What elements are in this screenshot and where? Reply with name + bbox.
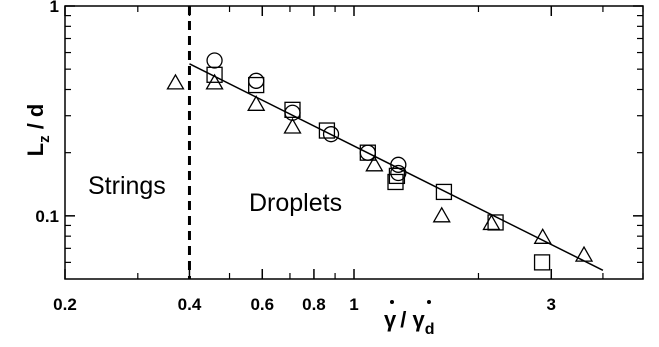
square-marker	[435, 183, 453, 201]
x-tick-label: 3	[547, 295, 556, 314]
x-tick-label: 0.8	[302, 295, 326, 314]
x-axis-label-dots	[390, 300, 431, 304]
data-markers	[166, 52, 594, 271]
dot-gamma-den	[427, 300, 431, 304]
square-marker	[387, 173, 404, 191]
triangle-marker	[574, 245, 594, 262]
y-tick-labels: 0.11	[35, 0, 59, 226]
y-tick-label: 0.1	[35, 207, 59, 226]
square-marker	[206, 66, 223, 83]
region-label-droplets: Droplets	[249, 189, 342, 217]
triangle-marker	[205, 73, 224, 90]
plot-frame	[64, 5, 644, 280]
triangle-marker	[432, 206, 451, 223]
triangle-marker	[166, 73, 185, 90]
x-tick-labels: 0.2 0.4 0.6 0.8 1 3	[53, 295, 556, 314]
circle-marker	[390, 156, 407, 173]
circle-marker	[390, 164, 407, 182]
square-marker	[359, 144, 376, 161]
y-tick-label: 1	[50, 0, 59, 16]
x-tick-label: 0.2	[53, 295, 77, 314]
triangle-marker	[283, 117, 302, 134]
y-axis-label: Lz / d	[23, 104, 53, 157]
square-marker	[318, 122, 336, 139]
square-marker	[533, 254, 551, 271]
circle-marker	[206, 52, 223, 69]
x-tick-label: 1	[349, 295, 358, 314]
x-axis-label: γ / γd	[384, 307, 435, 338]
dot-gamma-num	[390, 300, 394, 304]
square-marker	[284, 101, 301, 118]
circle-marker	[248, 72, 265, 89]
triangle-marker	[365, 155, 384, 172]
triangle-marker	[247, 95, 266, 111]
tick-marks	[64, 5, 644, 279]
square-marker	[248, 76, 265, 94]
triangle-marker	[482, 214, 501, 231]
fit-line	[189, 63, 604, 271]
square-marker	[388, 167, 406, 185]
x-tick-label: 0.6	[250, 295, 274, 314]
region-label-strings: Strings	[88, 172, 166, 200]
triangle-marker	[533, 228, 552, 244]
x-tick-label: 0.4	[178, 295, 202, 314]
circle-marker	[322, 126, 340, 143]
